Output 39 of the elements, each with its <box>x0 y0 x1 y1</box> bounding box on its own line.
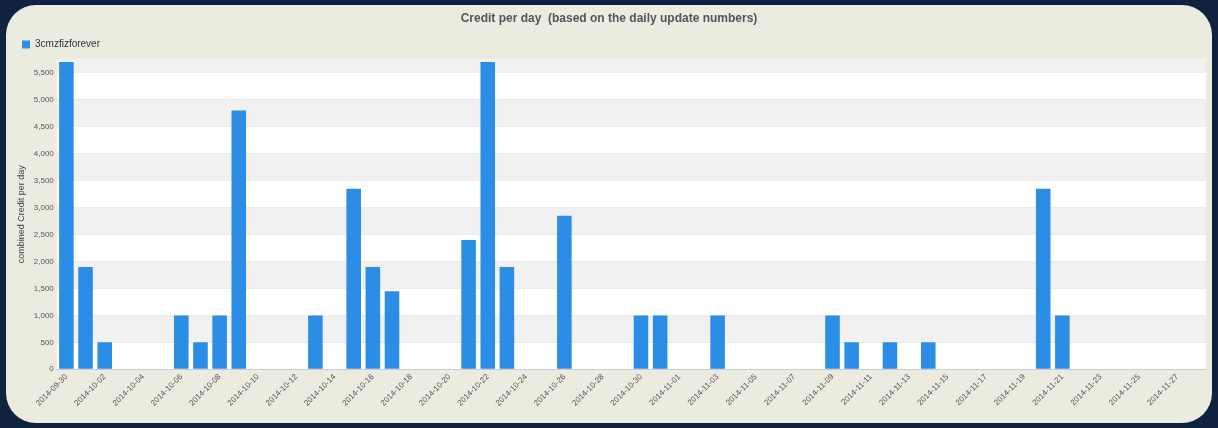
y-axis-title: combined Credit per day <box>15 164 26 264</box>
y-tick-label: 3,500 <box>33 175 55 185</box>
y-tick-label: 3,000 <box>33 202 55 212</box>
bar <box>384 291 400 369</box>
bar <box>499 266 515 369</box>
bar <box>710 315 725 369</box>
chart-title: Credit per day (based on the daily update numbers) <box>460 10 758 25</box>
bar <box>921 342 936 369</box>
bar <box>193 342 208 369</box>
y-tick-label: 0 <box>49 364 55 374</box>
bar <box>882 342 898 369</box>
bar <box>59 62 74 369</box>
bar <box>1055 315 1070 369</box>
y-tick-label: 4,000 <box>33 148 55 158</box>
bar <box>844 342 859 369</box>
bar <box>652 315 668 369</box>
legend-label: 3cmzfizforever <box>35 38 101 50</box>
bar <box>174 315 189 369</box>
y-tick-label: 5,000 <box>33 95 55 105</box>
y-tick-label: 5,500 <box>33 68 55 78</box>
bar <box>365 266 381 369</box>
y-tick-label: 4,500 <box>33 121 55 131</box>
bar <box>557 215 572 369</box>
bar <box>633 315 649 369</box>
bar <box>78 266 93 369</box>
y-tick-label: 1,500 <box>33 283 55 293</box>
y-tick-label: 2,000 <box>33 256 55 266</box>
bar <box>308 315 323 369</box>
bar <box>461 239 476 369</box>
y-tick-label: 2,500 <box>33 229 55 239</box>
bar <box>346 188 361 369</box>
bar <box>231 110 247 369</box>
bar <box>97 342 112 369</box>
bar <box>212 315 227 369</box>
bar <box>825 315 840 369</box>
y-tick-label: 500 <box>40 337 55 347</box>
bar <box>480 62 496 369</box>
bar <box>1035 188 1051 369</box>
y-tick-label: 1,000 <box>33 310 55 320</box>
